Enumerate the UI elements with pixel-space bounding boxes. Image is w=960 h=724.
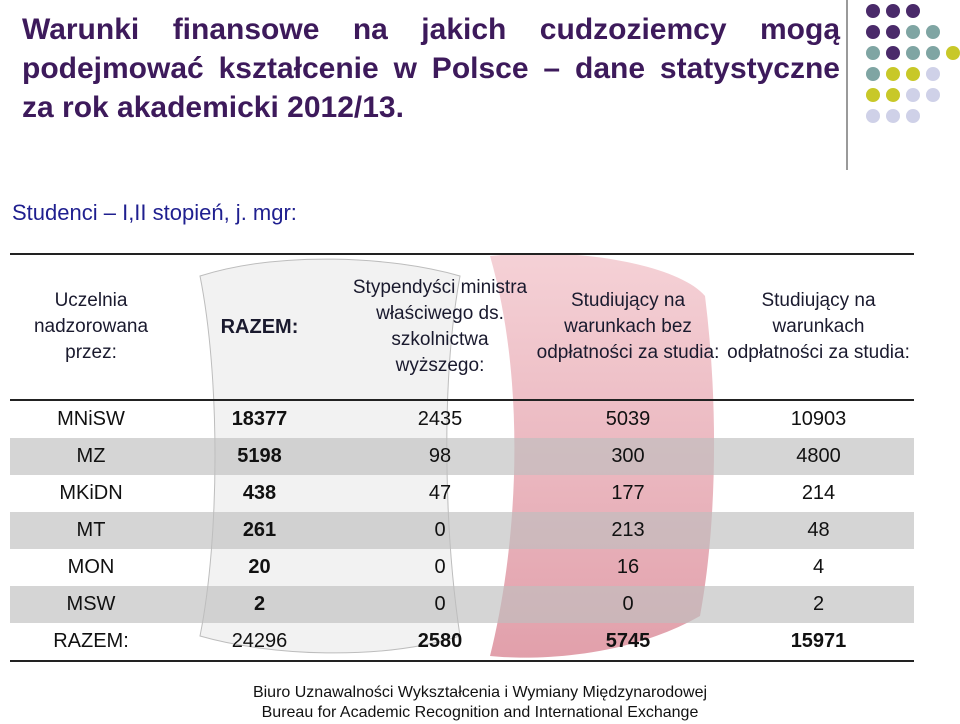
decorative-dot <box>926 67 940 81</box>
decorative-dot <box>866 46 880 60</box>
cell-total: 438 <box>242 482 277 504</box>
cell-total: 2 <box>253 593 266 615</box>
table-summary-row: RAZEM: 24296 2580 5745 15971 <box>10 623 914 660</box>
decorative-dot <box>906 25 920 39</box>
cell-paid: 48 <box>807 519 830 541</box>
header-bottom-rule <box>10 399 914 401</box>
cell-free: 0 <box>622 593 634 615</box>
footer-line-polish: Biuro Uznawalności Wykształcenia i Wymia… <box>252 684 708 701</box>
decorative-dot <box>866 25 880 39</box>
cell-free: 177 <box>611 482 645 504</box>
cell-name: MNiSW <box>57 408 125 430</box>
table-row: MON 20 0 16 4 <box>10 549 914 586</box>
cell-scholar: 0 <box>434 593 446 615</box>
header-label: Studiujący na warunkach odpłatności za s… <box>727 290 910 363</box>
decorative-dot <box>926 88 940 102</box>
cell-scholar: 2580 <box>417 630 463 652</box>
cell-name: MT <box>76 519 106 541</box>
decorative-dot <box>886 88 900 102</box>
cell-name: MSW <box>66 593 116 615</box>
decorative-dot <box>926 25 940 39</box>
decorative-dot <box>886 109 900 123</box>
cell-total: 20 <box>248 556 271 578</box>
decorative-dot <box>866 109 880 123</box>
header-paid-studies: Studiujący na warunkach odpłatności za s… <box>723 255 914 399</box>
subtitle: Studenci – I,II stopień, j. mgr: <box>12 200 297 225</box>
decorative-dot <box>886 46 900 60</box>
decorative-dot <box>906 88 920 102</box>
slide-title: Warunki finansowe na jakich cudzoziemcy … <box>22 13 840 124</box>
cell-free: 16 <box>616 556 640 578</box>
table-row: MT 261 0 213 48 <box>10 512 914 549</box>
cell-total: 5198 <box>237 445 282 467</box>
header-total: RAZEM: <box>172 255 347 399</box>
decorative-dot <box>926 46 940 60</box>
cell-free: 5745 <box>605 630 651 652</box>
cell-paid: 15971 <box>790 630 847 652</box>
footer-line-english: Bureau for Academic Recognition and Inte… <box>261 704 699 721</box>
table-row: MKiDN 438 47 177 214 <box>10 475 914 512</box>
cell-total: 261 <box>242 519 277 541</box>
header-free-studies: Studiujący na warunkach bez odpłatności … <box>533 255 723 399</box>
cell-scholar: 0 <box>434 519 446 541</box>
header-label: Studiujący na warunkach bez odpłatności … <box>536 290 720 363</box>
table-row: MZ 5198 98 300 4800 <box>10 438 914 475</box>
cell-paid: 4800 <box>796 445 841 467</box>
decorative-dot <box>906 109 920 123</box>
cell-total: 24296 <box>231 630 288 652</box>
decorative-dot <box>886 4 900 18</box>
decorative-dot <box>906 46 920 60</box>
cell-free: 300 <box>611 445 645 467</box>
cell-free: 213 <box>611 519 645 541</box>
header-label: Uczelnia nadzorowana przez: <box>33 290 149 363</box>
cell-name: RAZEM: <box>53 630 129 652</box>
cell-scholar: 0 <box>434 556 446 578</box>
table-row: MSW 2 0 0 2 <box>10 586 914 623</box>
table-bottom-rule <box>10 660 914 662</box>
cell-name: MZ <box>76 445 106 467</box>
decorative-divider <box>846 0 848 170</box>
decorative-dot <box>886 67 900 81</box>
cell-name: MON <box>67 556 115 578</box>
cell-free: 5039 <box>605 408 651 430</box>
cell-scholar: 2435 <box>417 408 463 430</box>
cell-name: MKiDN <box>59 482 123 504</box>
header-label: Stypendyści ministra właściwego ds. szko… <box>352 277 528 376</box>
decorative-dot <box>866 67 880 81</box>
cell-paid: 214 <box>801 482 836 504</box>
decorative-dot <box>906 67 920 81</box>
cell-scholar: 47 <box>428 482 452 504</box>
cell-paid: 4 <box>812 556 825 578</box>
header-label: RAZEM: <box>220 316 299 338</box>
decorative-dot <box>906 4 920 18</box>
cell-paid: 2 <box>812 593 825 615</box>
header-supervising-body: Uczelnia nadzorowana przez: <box>10 255 172 399</box>
table-row: MNiSW 18377 2435 5039 10903 <box>10 401 914 438</box>
cell-scholar: 98 <box>428 445 452 467</box>
decorative-dot <box>866 4 880 18</box>
cell-paid: 10903 <box>790 408 847 430</box>
header-scholarship: Stypendyści ministra właściwego ds. szko… <box>347 255 533 399</box>
decorative-dot <box>946 46 960 60</box>
table-top-rule <box>10 253 914 255</box>
cell-total: 18377 <box>231 408 288 430</box>
decorative-dot <box>866 88 880 102</box>
decorative-dot <box>886 25 900 39</box>
